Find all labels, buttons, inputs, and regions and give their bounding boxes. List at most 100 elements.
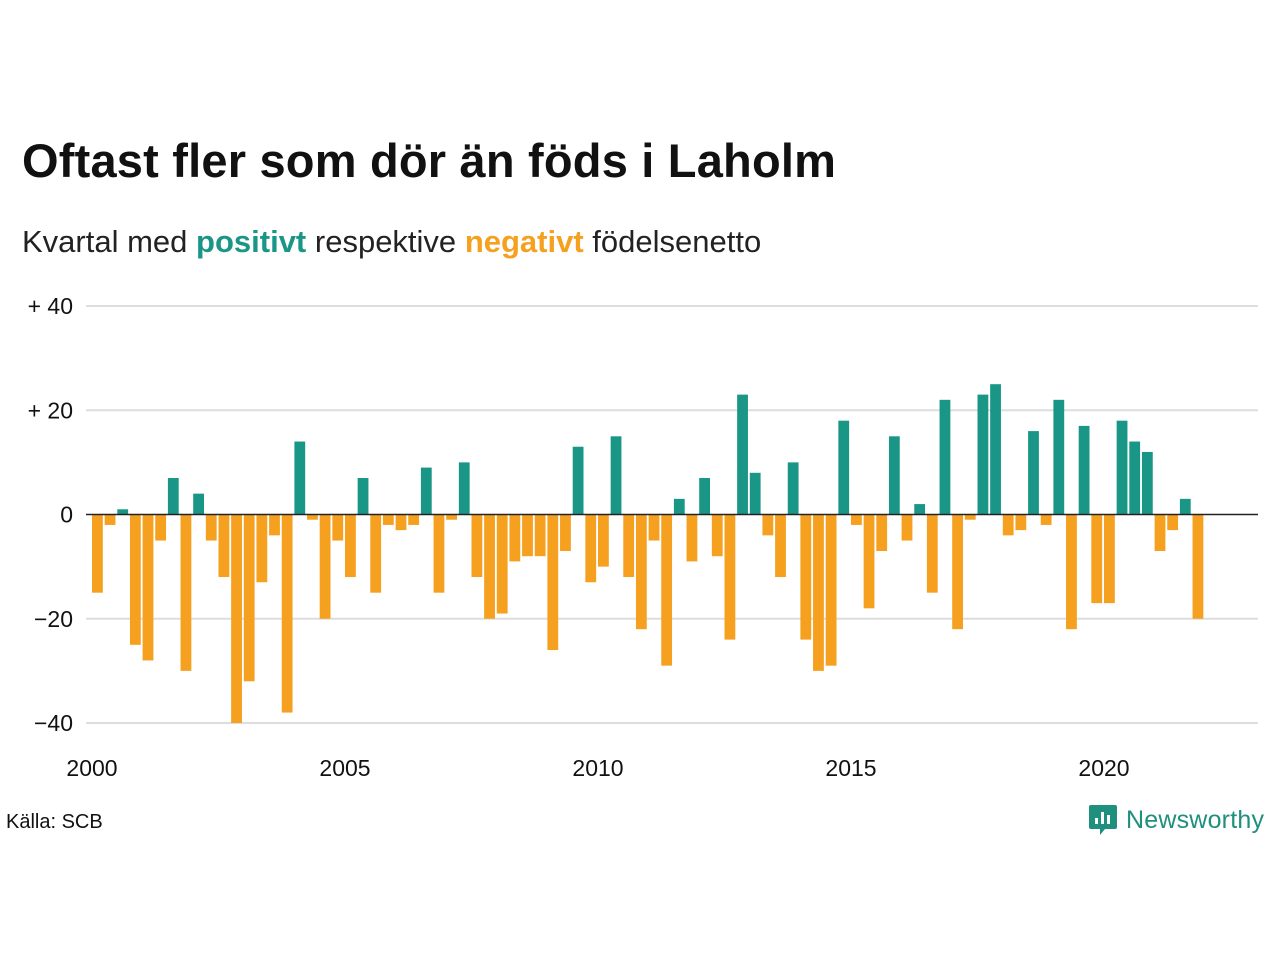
- bar-negative: [585, 514, 597, 583]
- bar-negative: [863, 514, 875, 609]
- bar-negative: [307, 514, 318, 520]
- subtitle-middle: respektive: [314, 224, 457, 259]
- bar-positive: [939, 399, 951, 515]
- chart-title: Oftast fler som dör än föds i Laholm: [22, 134, 837, 187]
- bar-negative: [509, 514, 521, 562]
- bar-positive: [737, 394, 748, 515]
- bar-positive: [1053, 399, 1065, 515]
- bar-negative: [851, 514, 862, 525]
- y-tick-label: + 20: [28, 397, 73, 423]
- y-tick-label: −20: [34, 606, 73, 632]
- bar-positive: [193, 493, 204, 515]
- bars: [92, 384, 1204, 723]
- bar-negative: [623, 514, 635, 578]
- bar-negative: [243, 514, 255, 682]
- bar-negative: [926, 514, 938, 593]
- bar-positive: [1141, 451, 1153, 515]
- bar-positive: [357, 478, 369, 515]
- bar-negative: [1104, 514, 1115, 604]
- x-tick-label: 2005: [319, 755, 370, 781]
- bar-negative: [901, 514, 913, 541]
- bar-negative: [598, 514, 609, 567]
- bar-positive: [749, 472, 761, 515]
- bar-positive: [673, 498, 685, 515]
- bar-negative: [1091, 514, 1103, 604]
- newsworthy-logo-icon: [1089, 805, 1117, 835]
- bar-negative: [876, 514, 888, 551]
- subtitle-negative-word: negativt: [464, 224, 584, 259]
- bar-negative: [92, 514, 103, 593]
- bar-negative: [547, 514, 559, 651]
- bar-positive: [167, 478, 179, 515]
- bar-positive: [610, 436, 622, 515]
- subtitle-positive-word: positivt: [196, 224, 307, 259]
- bar-positive: [1078, 425, 1090, 515]
- bar-negative: [142, 514, 154, 661]
- bar-negative: [256, 514, 268, 583]
- bar-negative: [433, 514, 445, 593]
- bar-negative: [129, 514, 141, 645]
- bar-positive: [117, 509, 129, 515]
- bar-positive: [1179, 498, 1191, 515]
- bar-positive: [572, 446, 584, 515]
- bar-positive: [990, 384, 1001, 515]
- bar-positive: [838, 420, 850, 515]
- bar-positive: [888, 436, 900, 515]
- bar-negative: [686, 514, 698, 562]
- bar-negative: [319, 514, 331, 619]
- bar-negative: [1066, 514, 1077, 630]
- bar-positive: [420, 467, 432, 515]
- bar-negative: [522, 514, 533, 557]
- brand-logo[interactable]: Newsworthy: [1088, 803, 1264, 837]
- subtitle-prefix: Kvartal med: [22, 224, 188, 259]
- bar-positive: [458, 462, 470, 515]
- bar-negative: [800, 514, 812, 640]
- bar-chart: + 40 + 20 0 −20 −40 2000 2005 2010 2015 2020: [28, 293, 1258, 781]
- bar-positive: [699, 478, 710, 515]
- x-tick-label: 2000: [66, 755, 117, 781]
- bar-negative: [484, 514, 495, 619]
- bar-negative: [231, 514, 242, 723]
- bar-negative: [1192, 514, 1204, 619]
- bar-negative: [104, 514, 116, 525]
- chart-subtitle: Kvartal med positivt respektive negativt…: [22, 222, 761, 262]
- bar-negative: [711, 514, 723, 557]
- bar-positive: [914, 504, 926, 515]
- bar-negative: [1040, 514, 1052, 525]
- bar-negative: [825, 514, 837, 666]
- x-tick-label: 2010: [572, 755, 623, 781]
- bar-negative: [648, 514, 660, 541]
- bar-negative: [1154, 514, 1166, 551]
- bar-negative: [345, 514, 356, 578]
- bar-negative: [775, 514, 786, 578]
- bar-negative: [408, 514, 420, 525]
- bar-negative: [395, 514, 407, 531]
- bar-negative: [1002, 514, 1014, 536]
- x-tick-label: 2020: [1078, 755, 1129, 781]
- bar-negative: [155, 514, 167, 541]
- x-tick-label: 2015: [825, 755, 876, 781]
- bar-negative: [332, 514, 344, 541]
- bar-negative: [205, 514, 217, 541]
- axes: + 40 + 20 0 −20 −40 2000 2005 2010 2015 2020: [28, 293, 1258, 781]
- bar-negative: [471, 514, 483, 578]
- bar-negative: [813, 514, 824, 671]
- bar-negative: [1167, 514, 1179, 531]
- bar-negative: [964, 514, 976, 520]
- bar-negative: [370, 514, 382, 593]
- bar-negative: [762, 514, 774, 536]
- bar-positive: [1116, 420, 1128, 515]
- bar-positive: [1129, 441, 1141, 515]
- bar-negative: [382, 514, 394, 525]
- bar-negative: [560, 514, 571, 551]
- bar-negative: [534, 514, 546, 557]
- bar-negative: [635, 514, 647, 630]
- subtitle-suffix: födelsenetto: [592, 224, 762, 259]
- bar-negative: [952, 514, 963, 630]
- bar-negative: [724, 514, 736, 640]
- bar-negative: [661, 514, 673, 666]
- bar-negative: [281, 514, 293, 713]
- y-tick-label: 0: [60, 502, 73, 528]
- bar-positive: [787, 462, 799, 515]
- bar-positive: [1028, 431, 1039, 515]
